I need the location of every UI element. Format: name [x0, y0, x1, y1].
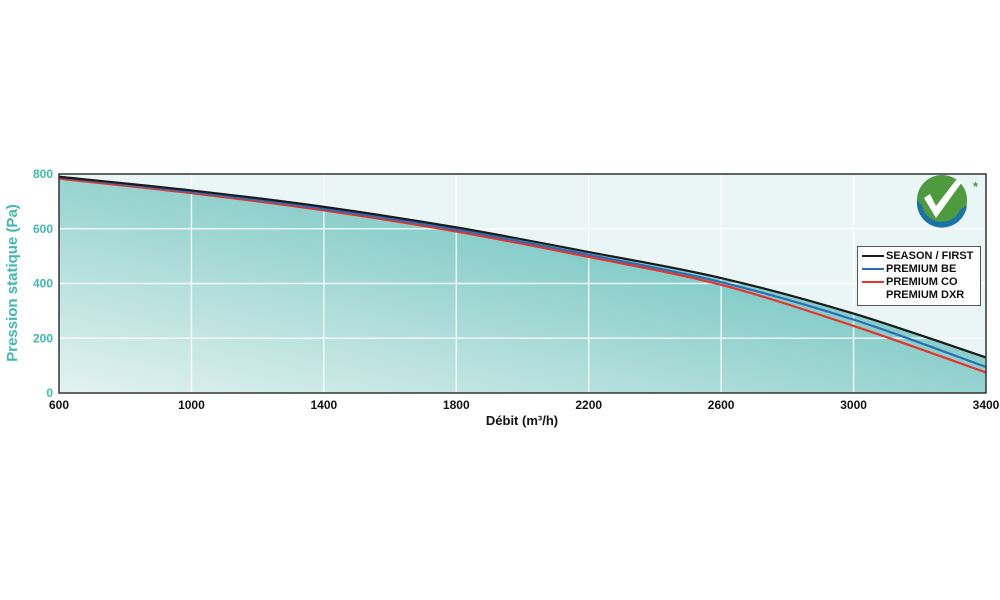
legend: SEASON / FIRST PREMIUM BE PREMIUM CO PRE…	[857, 246, 981, 306]
x-axis-label: Débit (m³/h)	[486, 413, 558, 428]
legend-item-premium-dxr: PREMIUM DXR	[886, 289, 964, 301]
legend-label: PREMIUM BE	[886, 263, 957, 275]
x-tick-label: 2600	[708, 398, 735, 412]
legend-swatch	[862, 268, 884, 270]
y-tick-label: 200	[33, 331, 53, 345]
legend-label: PREMIUM CO	[886, 276, 958, 288]
y-axis-label: Pression statique (Pa)	[4, 204, 21, 362]
y-tick-label: 800	[33, 167, 53, 181]
y-tick-label: 400	[33, 277, 53, 291]
logo-asterisk: *	[973, 179, 979, 194]
series-line-2	[58, 177, 987, 374]
plot-frame	[58, 173, 987, 394]
legend-swatch	[862, 255, 884, 257]
x-tick-label: 1800	[443, 398, 470, 412]
logo-check-icon: *	[916, 175, 979, 228]
x-tick-label: 2200	[575, 398, 602, 412]
x-tick-label: 1000	[178, 398, 205, 412]
legend-item-season-first: SEASON / FIRST	[862, 250, 973, 262]
x-tick-label: 1400	[311, 398, 338, 412]
series-line-1	[58, 176, 987, 369]
y-tick-label: 600	[33, 222, 53, 236]
x-tick-label: 3000	[840, 398, 867, 412]
legend-item-premium-co: PREMIUM CO	[862, 276, 958, 288]
x-tick-label: 3400	[973, 398, 1000, 412]
legend-label: PREMIUM DXR	[886, 289, 965, 301]
legend-label: SEASON / FIRST	[886, 250, 974, 262]
x-tick-label: 600	[49, 398, 69, 412]
series-line-0	[58, 175, 987, 359]
legend-item-premium-be: PREMIUM BE	[862, 263, 956, 275]
legend-swatch	[862, 281, 884, 283]
y-tick-label: 0	[46, 386, 53, 400]
